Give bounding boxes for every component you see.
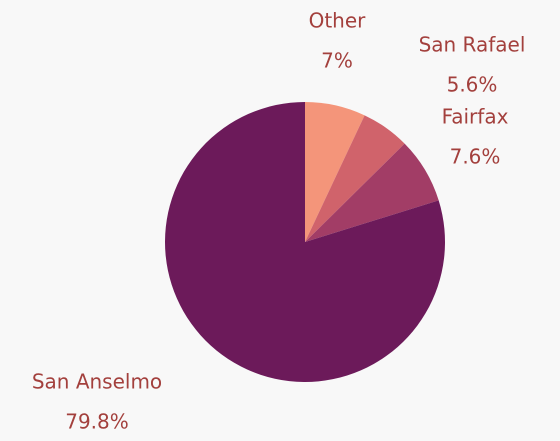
slice-value: 7% [321, 49, 353, 73]
pie-slice [305, 102, 365, 242]
slice-value: 79.8% [65, 410, 129, 434]
pie-slice [305, 115, 405, 242]
slice-label: Other [309, 9, 367, 33]
slice-value: 5.6% [447, 73, 498, 97]
pie-slice [165, 102, 446, 382]
slice-label: Fairfax [442, 105, 509, 129]
pie-slice [305, 143, 439, 242]
slice-label: San Anselmo [32, 370, 162, 394]
slice-label: San Rafael [419, 33, 526, 57]
slice-value: 7.6% [450, 145, 501, 169]
